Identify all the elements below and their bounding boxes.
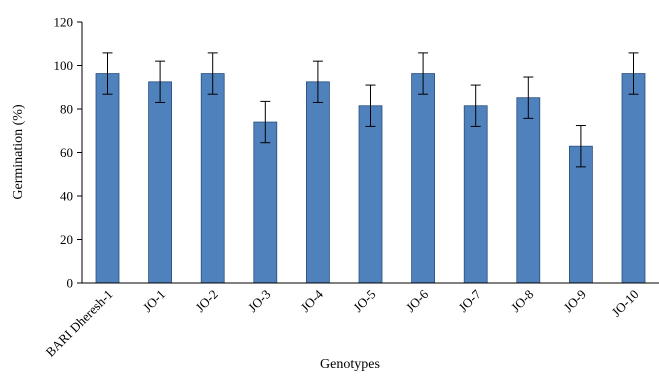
x-axis: BARI Dheresh-1 JO-1 JO-2 JO-3 JO-4 JO-5 JO-6 JO…: [42, 282, 659, 360]
x-tick-label: JO-7: [455, 286, 484, 315]
x-tick-label: JO-6: [403, 286, 432, 315]
x-tick-label: BARI Dheresh-1: [42, 287, 115, 360]
y-tick-label: 40: [60, 189, 73, 204]
bar: [358, 105, 383, 284]
y-axis: 0 20 40 60 80 100 120: [54, 15, 83, 291]
y-tick-label: 60: [60, 145, 73, 160]
x-tick-label: JO-10: [609, 287, 642, 320]
y-tick-label: 80: [60, 102, 73, 117]
x-tick-label: JO-9: [561, 287, 589, 315]
bar: [148, 81, 173, 284]
bar: [95, 73, 120, 284]
bar: [305, 81, 330, 284]
y-tick-label: 120: [54, 15, 74, 30]
bar: [253, 121, 278, 284]
error-bars: [102, 52, 639, 168]
bar: [200, 73, 225, 284]
bar: [621, 73, 646, 284]
y-axis-title: Germination (%): [11, 104, 26, 200]
y-tick-label: 20: [60, 232, 73, 247]
x-tick-label: JO-2: [192, 287, 220, 315]
x-tick-label: JO-1: [140, 287, 168, 315]
x-tick-label: JO-5: [350, 287, 378, 315]
bar: [463, 105, 488, 284]
x-tick-label: JO-8: [508, 287, 536, 315]
x-tick-label: JO-3: [245, 287, 273, 315]
x-axis-title: Genotypes: [320, 357, 380, 372]
bar: [516, 97, 541, 284]
y-tick-label: 0: [67, 276, 74, 291]
y-tick-label: 100: [54, 58, 74, 73]
x-tick-label: JO-4: [298, 286, 327, 315]
bar: [411, 73, 436, 284]
